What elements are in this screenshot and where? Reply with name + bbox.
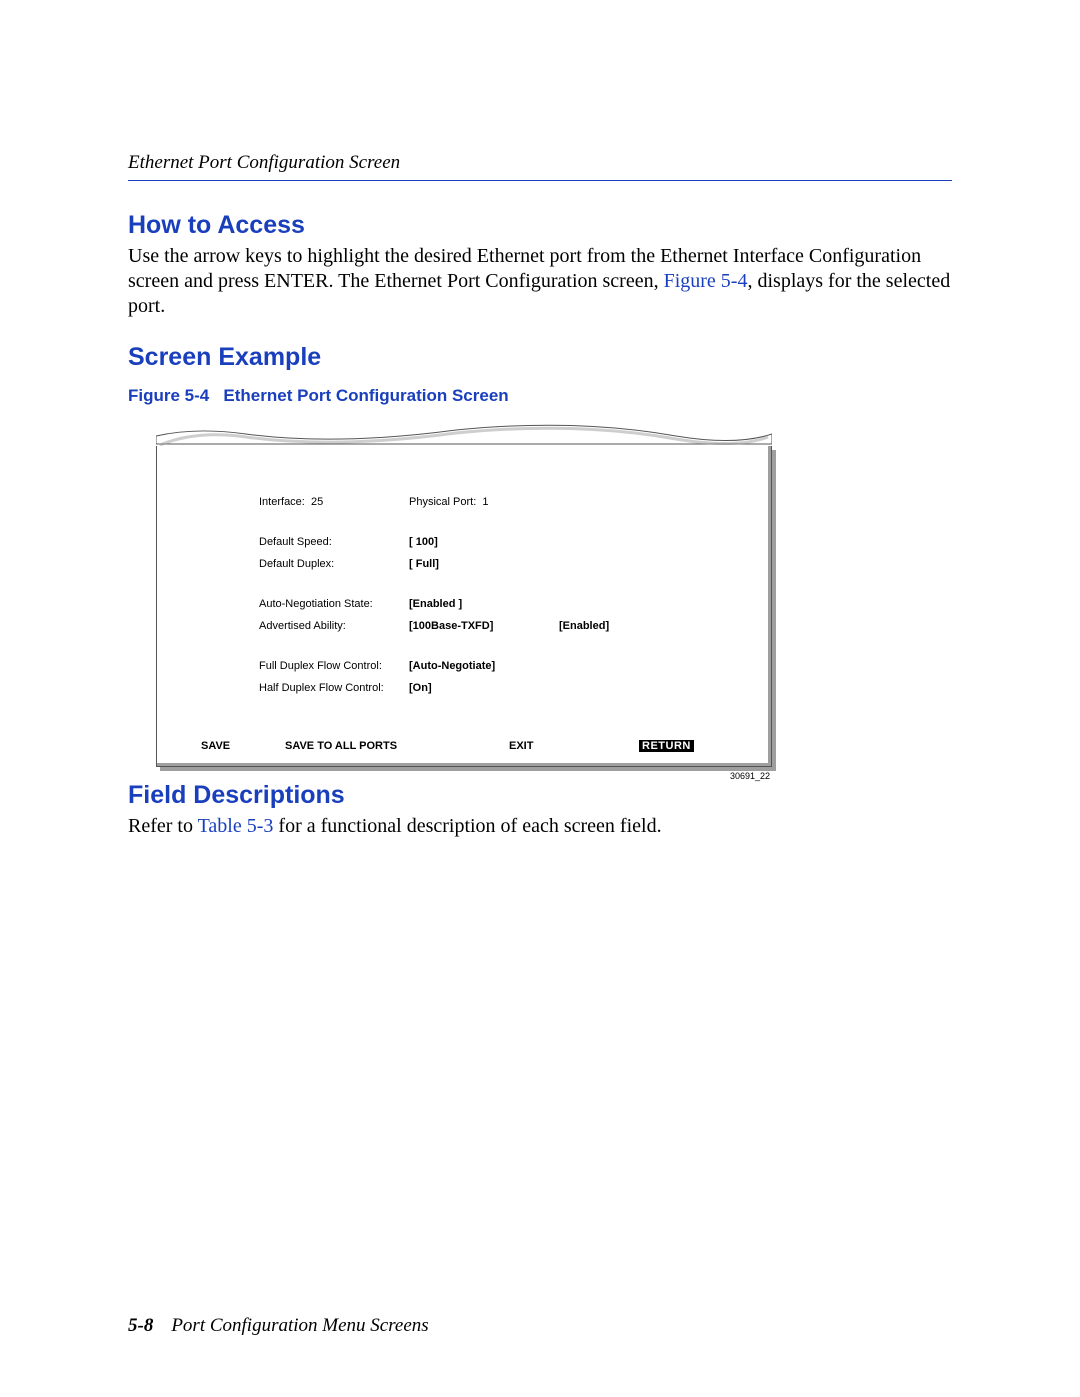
fd-flow-label: Full Duplex Flow Control: — [259, 660, 409, 682]
terminal-button-row: SAVE SAVE TO ALL PORTS EXIT RETURN — [187, 740, 741, 752]
default-speed-label: Default Speed: — [259, 536, 409, 558]
terminal-screen: Interface: 25 Physical Port: 1 Default S… — [156, 446, 772, 767]
return-button[interactable]: RETURN — [639, 740, 694, 752]
hd-flow-value[interactable]: [On] — [409, 682, 559, 704]
advertised-ability-label: Advertised Ability: — [259, 620, 409, 642]
table-xref-link[interactable]: Table 5-3 — [198, 815, 274, 837]
torn-edge-icon — [156, 424, 772, 446]
config-fields-table: Interface: 25 Physical Port: 1 Default S… — [259, 496, 609, 704]
figure-caption: Figure 5-4 Ethernet Port Configuration S… — [128, 386, 952, 406]
default-duplex-label: Default Duplex: — [259, 558, 409, 580]
save-to-all-ports-button[interactable]: SAVE TO ALL PORTS — [285, 740, 509, 752]
default-speed-value[interactable]: [ 100] — [409, 536, 559, 558]
page: Ethernet Port Configuration Screen How t… — [0, 0, 1080, 1397]
advertised-ability-value[interactable]: [100Base-TXFD] — [409, 620, 559, 642]
fd-flow-value[interactable]: [Auto-Negotiate] — [409, 660, 559, 682]
save-button[interactable]: SAVE — [201, 740, 285, 752]
figure-xref-link[interactable]: Figure 5-4 — [664, 270, 748, 292]
auto-neg-state-label: Auto-Negotiation State: — [259, 598, 409, 620]
paragraph-how-to-access: Use the arrow keys to highlight the desi… — [128, 244, 952, 319]
page-number: 5-8 — [128, 1315, 153, 1336]
figure-title: Ethernet Port Configuration Screen — [223, 386, 508, 405]
terminal-figure: Interface: 25 Physical Port: 1 Default S… — [156, 424, 772, 781]
hd-flow-label: Half Duplex Flow Control: — [259, 682, 409, 704]
page-footer: 5-8 Port Configuration Menu Screens — [128, 1315, 429, 1337]
exit-button[interactable]: EXIT — [509, 740, 639, 752]
text: Refer to — [128, 815, 198, 837]
running-header: Ethernet Port Configuration Screen — [128, 152, 952, 181]
interface-value: 25 — [311, 496, 323, 508]
figure-id: 30691_22 — [156, 771, 770, 781]
paragraph-field-descriptions: Refer to Table 5-3 for a functional desc… — [128, 814, 952, 839]
text: for a functional description of each scr… — [273, 815, 661, 837]
interface-label: Interface: — [259, 496, 305, 508]
heading-how-to-access: How to Access — [128, 211, 952, 240]
default-duplex-value[interactable]: [ Full] — [409, 558, 559, 580]
heading-screen-example: Screen Example — [128, 343, 952, 372]
footer-title: Port Configuration Menu Screens — [171, 1315, 428, 1336]
auto-neg-state-value[interactable]: [Enabled ] — [409, 598, 559, 620]
physical-port-label: Physical Port: — [409, 496, 476, 508]
heading-field-descriptions: Field Descriptions — [128, 781, 952, 810]
physical-port-value: 1 — [482, 496, 488, 508]
advertised-ability-enabled[interactable]: [Enabled] — [559, 620, 609, 642]
figure-number: Figure 5-4 — [128, 386, 209, 405]
